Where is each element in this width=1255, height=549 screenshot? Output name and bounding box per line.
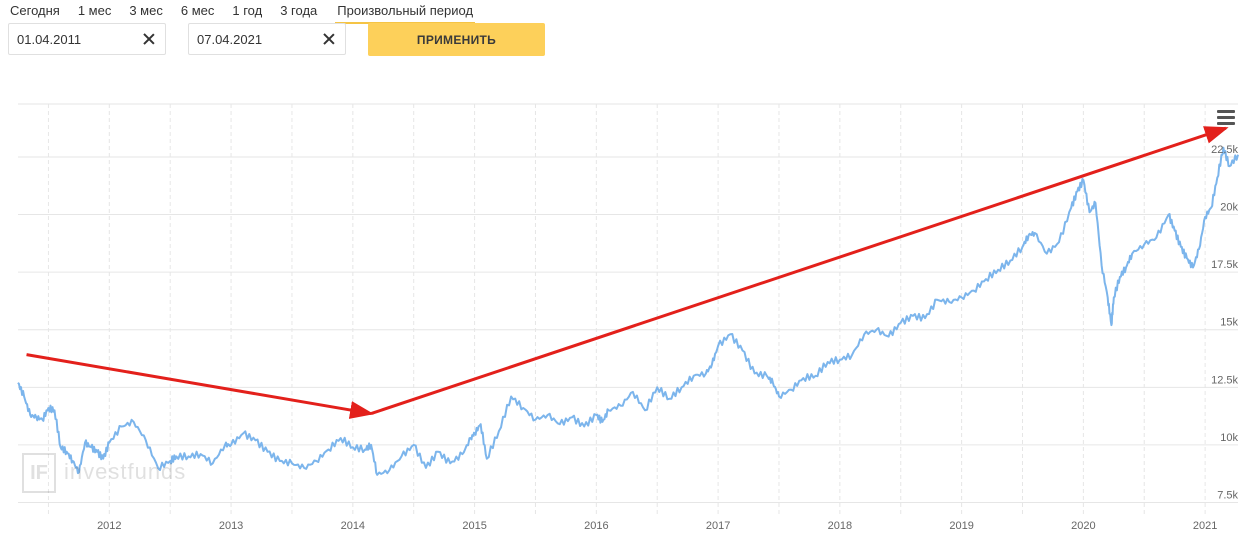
price-chart: 2012 2013 2014 2015 2016 2017 2018 2019 2020 2021… [17, 103, 1239, 532]
x-tick-label: 2020 [1071, 520, 1095, 532]
x-axis-tick-labels: 2012 2013 2014 2015 2016 2017 2018 2019 2020 2021 [97, 520, 1217, 532]
vertical-gridlines [47, 104, 1206, 514]
tab-6-months[interactable]: 6 мес [180, 3, 215, 18]
y-tick-label: 20k [1220, 202, 1238, 214]
tab-1-month[interactable]: 1 мес [77, 3, 112, 18]
x-tick-label: 2014 [341, 520, 365, 532]
date-to-field [188, 23, 346, 55]
watermark: IF investfunds [22, 451, 232, 499]
tab-today[interactable]: Сегодня [10, 3, 60, 18]
x-tick-label: 2017 [706, 520, 730, 532]
tab-1-year[interactable]: 1 год [232, 3, 263, 18]
x-tick-label: 2012 [97, 520, 121, 532]
x-tick-label: 2018 [828, 520, 852, 532]
annotations [26, 126, 1229, 419]
watermark-logo: IF [22, 453, 56, 493]
y-tick-label: 15k [1220, 317, 1238, 329]
period-tabs: Сегодня 1 мес 3 мес 6 мес 1 год 3 года П… [0, 0, 483, 24]
x-tick-label: 2013 [219, 520, 243, 532]
chart-menu-icon[interactable] [1217, 110, 1235, 126]
series-line [17, 146, 1239, 476]
date-from-field [8, 23, 166, 55]
y-tick-label: 12.5k [1211, 374, 1238, 386]
tab-3-years[interactable]: 3 года [280, 3, 318, 18]
y-tick-label: 7.5k [1217, 489, 1238, 501]
y-tick-label: 22.5k [1211, 144, 1238, 156]
tab-custom-period[interactable]: Произвольный период [335, 0, 476, 24]
y-axis-tick-labels: 7.5k 10k 12.5k 15k 17.5k 20k 22.5k [1211, 144, 1238, 502]
x-tick-label: 2021 [1193, 520, 1217, 532]
clear-date-from-icon[interactable] [141, 31, 157, 47]
x-tick-label: 2015 [462, 520, 486, 532]
date-from-input[interactable] [17, 32, 127, 47]
watermark-text: investfunds [64, 459, 187, 484]
tab-3-months[interactable]: 3 мес [129, 3, 163, 18]
x-tick-label: 2016 [584, 520, 608, 532]
trend-arrow [370, 126, 1229, 415]
series [17, 146, 1239, 476]
date-to-input[interactable] [197, 32, 307, 47]
y-tick-label: 10k [1220, 432, 1238, 444]
clear-date-to-icon[interactable] [321, 31, 337, 47]
x-tick-label: 2019 [949, 520, 973, 532]
y-tick-label: 17.5k [1211, 259, 1238, 271]
trend-arrow [26, 353, 375, 419]
horizontal-gridlines [18, 103, 1238, 503]
apply-button[interactable]: ПРИМЕНИТЬ [368, 23, 545, 56]
